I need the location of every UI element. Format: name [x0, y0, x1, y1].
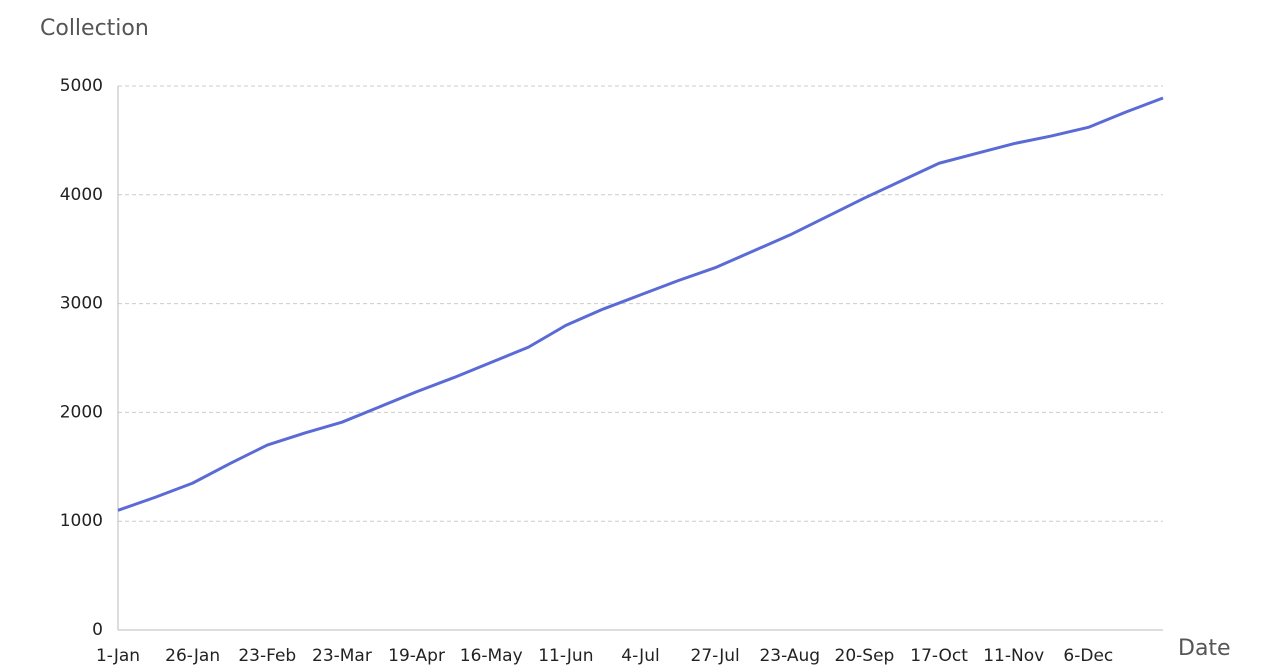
y-tick-label: 3000: [60, 294, 103, 314]
x-tick-label: 16-May: [460, 646, 523, 666]
x-tick-label: 19-Apr: [388, 646, 445, 666]
x-tick-label: 4-Jul: [621, 646, 659, 666]
y-tick-label: 5000: [60, 76, 103, 96]
line: [117, 96, 1164, 512]
y-tick-label: 4000: [60, 185, 103, 205]
x-tick-label: 23-Mar: [312, 646, 372, 666]
y-tick-label: 0: [92, 620, 103, 640]
x-tick-label: 1-Jan: [96, 646, 140, 666]
y-tick-label: 2000: [60, 402, 103, 422]
x-tick-label: 11-Nov: [983, 646, 1044, 666]
y-tick-label: 1000: [60, 511, 103, 531]
x-tick-label: 6-Dec: [1063, 646, 1113, 666]
x-tick-label: 17-Oct: [910, 646, 968, 666]
y-axis-title: Collection: [40, 16, 149, 41]
x-tick-label: 20-Sep: [835, 646, 895, 666]
x-tick-label: 11-Jun: [538, 646, 593, 666]
x-tick-label: 23-Feb: [238, 646, 296, 666]
x-tick-label: 23-Aug: [759, 646, 820, 666]
x-axis-title: Date: [1178, 636, 1231, 661]
x-tick-label: 26-Jan: [165, 646, 220, 666]
x-tick-label: 27-Jul: [691, 646, 740, 666]
